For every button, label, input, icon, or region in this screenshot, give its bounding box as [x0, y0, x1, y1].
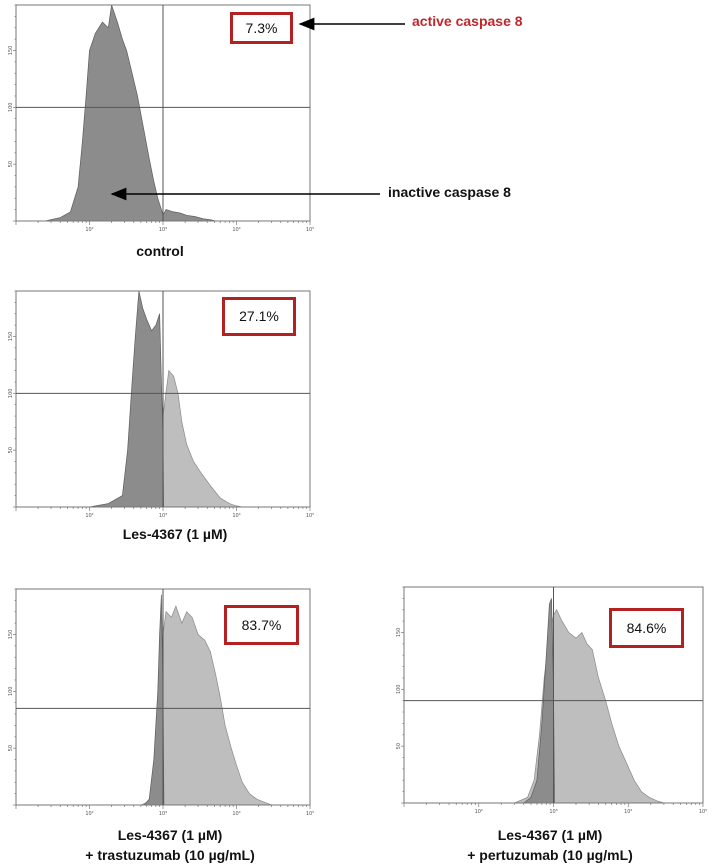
percent-box-les4367: 27.1%	[222, 297, 296, 336]
x-tick-label: 10³	[549, 809, 557, 815]
caption-trastuzumab-line1: Les-4367 (1 µM)	[117, 827, 223, 843]
histogram-area-dark	[89, 290, 164, 508]
histogram-area-dark	[143, 594, 165, 806]
x-tick-label: 10³	[159, 513, 167, 519]
x-tick-label: 10²	[85, 513, 93, 519]
caption-pertuzumab-line1: Les-4367 (1 µM)	[497, 827, 603, 843]
x-tick-label: 10⁴	[232, 227, 240, 233]
y-tick-label: 150	[8, 332, 14, 342]
histogram-panel-control: 10² 10³ 10⁴ 10⁵ 50 100 150	[8, 3, 320, 233]
histogram-plot-trastuzumab: 10² 10³ 10⁴ 10⁵ 50 100 150	[8, 588, 314, 817]
percent-box-control: 7.3%	[230, 12, 293, 44]
x-tick-label: 10²	[475, 809, 483, 815]
x-tick-label: 10⁵	[699, 809, 707, 815]
y-tick-label: 100	[8, 103, 14, 113]
y-tick-label: 50	[396, 743, 402, 749]
active-caspase-label: active caspase 8	[412, 13, 523, 29]
y-tick-label: 150	[396, 628, 402, 638]
caption-trastuzumab: Les-4367 (1 µM) + trastuzumab (10 µg/mL)	[40, 825, 300, 865]
y-tick-label: 50	[8, 447, 14, 453]
x-tick-label: 10⁴	[232, 513, 240, 519]
caption-control: control	[136, 243, 184, 259]
histogram-plot-les4367: 10² 10³ 10⁴ 10⁵ 50 100 150	[8, 290, 314, 519]
y-tick-label: 50	[8, 745, 14, 751]
caption-les4367: Les-4367 (1 µM)	[122, 526, 228, 542]
histogram-plot-control: 10² 10³ 10⁴ 10⁵ 50 100 150	[8, 4, 314, 233]
y-tick-label: 50	[8, 161, 14, 167]
histogram-panel-les4367: 10² 10³ 10⁴ 10⁵ 50 100 150	[8, 289, 320, 519]
histogram-panel-trastuzumab: 10² 10³ 10⁴ 10⁵ 50 100 150	[8, 587, 320, 817]
y-tick-label: 150	[8, 46, 14, 56]
inactive-caspase-label: inactive caspase 8	[388, 184, 511, 200]
x-tick-label: 10⁴	[624, 809, 632, 815]
x-tick-label: 10³	[159, 227, 167, 233]
histogram-area-dark	[45, 4, 216, 222]
y-tick-label: 100	[396, 685, 402, 695]
y-tick-label: 100	[8, 389, 14, 399]
x-tick-label: 10⁵	[306, 513, 314, 519]
x-tick-label: 10⁴	[232, 811, 240, 817]
percent-box-trastuzumab: 83.7%	[224, 605, 299, 645]
y-tick-label: 150	[8, 630, 14, 640]
x-tick-label: 10²	[85, 227, 93, 233]
x-tick-label: 10²	[85, 811, 93, 817]
x-tick-label: 10⁵	[306, 227, 314, 233]
percent-box-pertuzumab: 84.6%	[609, 608, 684, 648]
histogram-plot-pertuzumab: 10² 10³ 10⁴ 10⁵ 50 100 150	[396, 586, 707, 815]
x-tick-label: 10⁵	[306, 811, 314, 817]
caption-pertuzumab-line2: + pertuzumab (10 µg/mL)	[467, 847, 633, 863]
histogram-panel-pertuzumab: 10² 10³ 10⁴ 10⁵ 50 100 150	[396, 585, 714, 815]
y-tick-label: 100	[8, 687, 14, 697]
caption-trastuzumab-line2: + trastuzumab (10 µg/mL)	[85, 847, 255, 863]
caption-pertuzumab: Les-4367 (1 µM) + pertuzumab (10 µg/mL)	[425, 825, 675, 865]
x-tick-label: 10³	[159, 811, 167, 817]
